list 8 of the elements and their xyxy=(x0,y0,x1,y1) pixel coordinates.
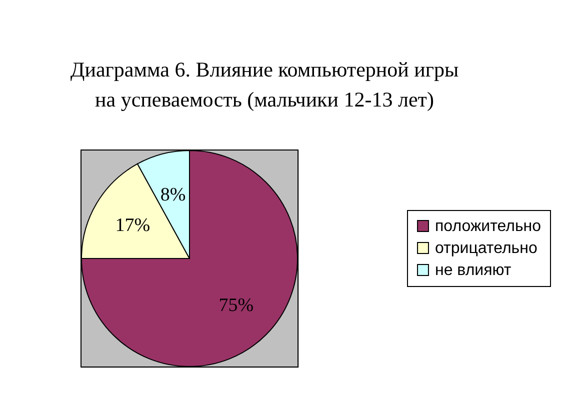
data-label: 8% xyxy=(160,184,186,206)
data-label: 75% xyxy=(218,295,254,316)
legend-label: отрицательно xyxy=(435,240,538,257)
text: Диаграмма 6. Влияние компьютерной игры xyxy=(70,58,459,82)
legend-label: не влияют xyxy=(435,262,512,279)
data-label: 17% xyxy=(115,214,150,236)
text: на успеваемость (мальчики 12-13 лет) xyxy=(95,88,434,112)
legend-label: положительно xyxy=(435,218,542,235)
